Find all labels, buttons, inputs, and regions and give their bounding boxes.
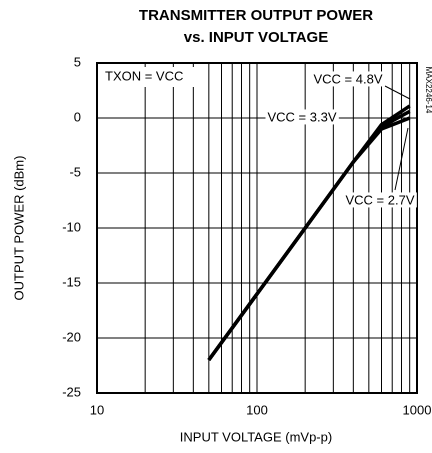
series-label: VCC = 3.3V [267,109,336,124]
x-axis-label: INPUT VOLTAGE (mVp-p) [180,429,332,444]
leader-line [394,127,409,191]
x-tick-label: 1000 [403,402,432,417]
y-tick-label: -5 [69,164,81,179]
y-tick-label: 5 [74,54,81,69]
label-bg [265,109,339,125]
leader-line [384,85,411,100]
series-label: VCC = 2.7V [345,192,414,207]
part-label: MAX2246-14 [424,67,432,114]
y-tick-label: -10 [62,219,81,234]
series-line [207,116,411,362]
series-label: VCC = 4.8V [313,71,382,86]
series-line [207,109,411,362]
annotation: TXON = VCC [105,68,183,83]
y-tick-label: 0 [74,109,81,124]
chart-title: TRANSMITTER OUTPUT POWER [139,7,373,24]
y-axis-label: OUTPUT POWER (dBm) [11,156,26,301]
label-bg [343,192,417,208]
label-bg [311,71,385,87]
y-tick-label: -25 [62,384,81,399]
chart-title: vs. INPUT VOLTAGE [184,29,328,46]
plot-frame [96,62,418,394]
series-line [207,104,411,362]
y-tick-label: -15 [62,274,81,289]
x-tick-label: 10 [90,402,104,417]
annotation-bg [99,67,194,87]
x-tick-label: 100 [246,402,268,417]
y-tick-label: -20 [62,329,81,344]
